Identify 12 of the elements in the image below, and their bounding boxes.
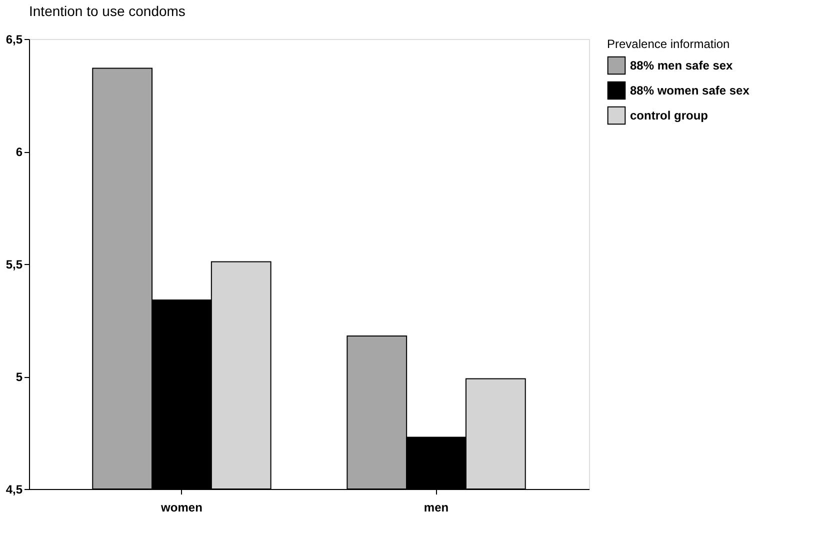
y-tick-label: 5,5 <box>6 258 23 272</box>
legend-label: 88% women safe sex <box>630 84 750 98</box>
y-tick-label: 4,5 <box>6 482 23 496</box>
y-tick-label: 5 <box>16 370 23 384</box>
legend-label: 88% men safe sex <box>630 58 734 72</box>
y-tick-label: 6 <box>16 145 23 159</box>
legend-label: control group <box>630 108 708 122</box>
x-tick-label: women <box>160 500 202 514</box>
legend-title: Prevalence information <box>607 37 730 51</box>
chart-title: Intention to use condoms <box>29 3 186 19</box>
y-tick-label: 6,5 <box>6 32 23 46</box>
x-tick-label: men <box>424 500 449 514</box>
